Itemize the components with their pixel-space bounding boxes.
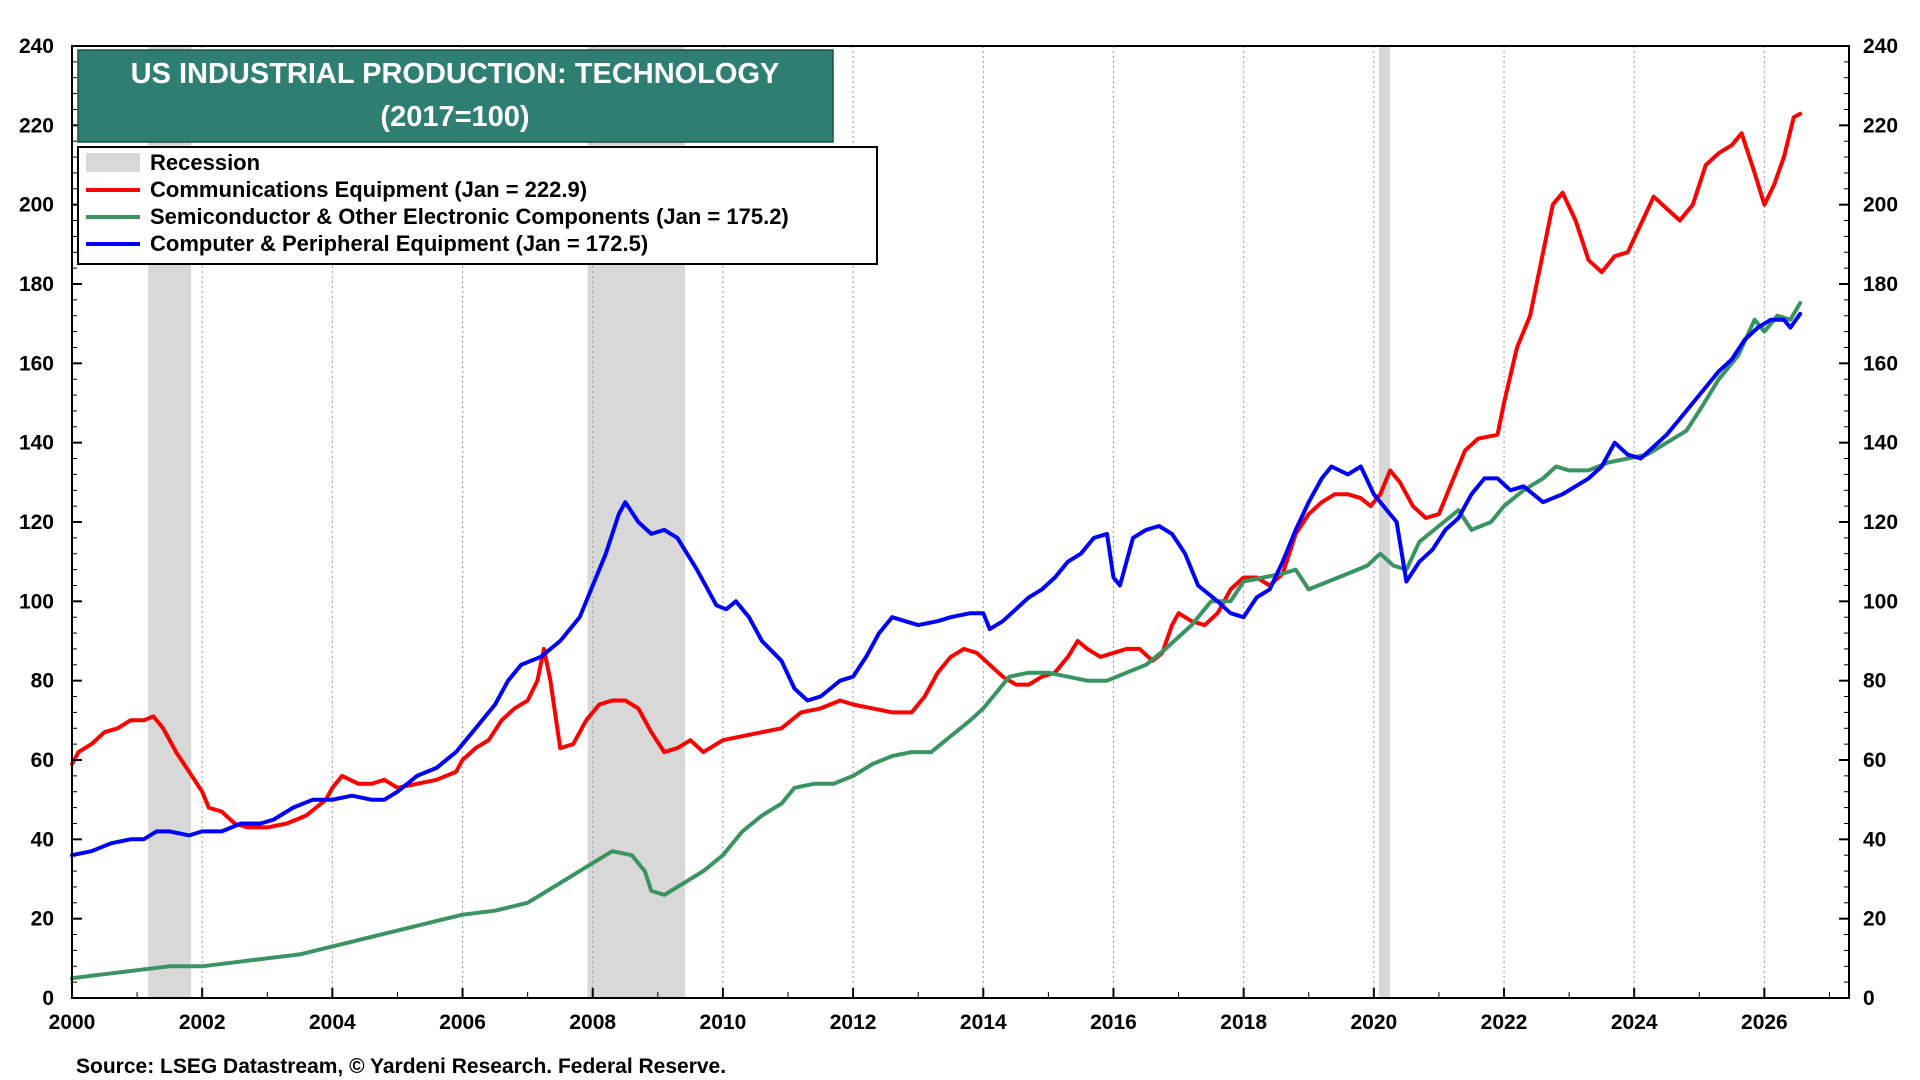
y-tick-label-right-240: 240 [1863,35,1898,58]
y-tick-label-right-140: 140 [1863,432,1898,455]
x-tick-label-2022: 2022 [1481,1011,1528,1034]
title-box: US INDUSTRIAL PRODUCTION: TECHNOLOGY (20… [77,49,834,143]
y-tick-label-left-140: 140 [19,432,54,455]
series-line-1 [70,111,1803,830]
y-tick-label-left-20: 20 [31,908,54,931]
legend: Recession Communications Equipment (Jan … [77,146,878,265]
y-tick-label-left-220: 220 [19,114,54,137]
series-line-3 [70,311,1803,858]
title-background [77,49,834,143]
legend-label-communications: Communications Equipment (Jan = 222.9) [150,177,587,202]
x-tick-label-2010: 2010 [700,1011,747,1034]
source-note: Source: LSEG Datastream, © Yardeni Resea… [76,1055,726,1078]
vertical-gridlines [201,46,1765,998]
y-tick-label-right-80: 80 [1863,670,1886,693]
y-tick-label-left-80: 80 [31,670,54,693]
series-line-2 [70,301,1803,981]
chart-subtitle: (2017=100) [380,101,529,133]
y-tick-label-left-0: 0 [42,987,54,1010]
recession-band-3 [1379,46,1391,998]
x-tick-label-2016: 2016 [1090,1011,1137,1034]
y-tick-label-right-40: 40 [1863,828,1886,851]
x-tick-label-2004: 2004 [309,1011,356,1034]
x-tick-label-2002: 2002 [179,1011,226,1034]
x-tick-label-2024: 2024 [1611,1011,1658,1034]
y-tick-label-right-180: 180 [1863,273,1898,296]
y-tick-label-left-200: 200 [19,194,54,217]
x-tick-label-2008: 2008 [569,1011,616,1034]
x-tick-label-2014: 2014 [960,1011,1007,1034]
chart-title: US INDUSTRIAL PRODUCTION: TECHNOLOGY [131,58,780,90]
y-tick-label-left-180: 180 [19,273,54,296]
y-tick-label-right-160: 160 [1863,352,1898,375]
data-series [70,111,1803,981]
y-tick-label-left-240: 240 [19,35,54,58]
legend-label-computer: Computer & Peripheral Equipment (Jan = 1… [150,231,648,256]
y-tick-label-left-40: 40 [31,828,54,851]
x-tick-label-2018: 2018 [1220,1011,1267,1034]
x-tick-label-2000: 2000 [49,1011,96,1034]
y-tick-label-left-120: 120 [19,511,54,534]
legend-label-semiconductor: Semiconductor & Other Electronic Compone… [150,204,789,229]
y-tick-label-left-100: 100 [19,590,54,613]
y-tick-label-left-160: 160 [19,352,54,375]
legend-swatch-recession [86,153,140,172]
y-tick-label-right-0: 0 [1863,987,1875,1010]
legend-box [77,146,878,265]
x-tick-label-2026: 2026 [1741,1011,1788,1034]
y-tick-label-right-220: 220 [1863,114,1898,137]
y-tick-label-right-60: 60 [1863,749,1886,772]
y-tick-label-right-20: 20 [1863,908,1886,931]
y-tick-label-left-60: 60 [31,749,54,772]
legend-label-recession: Recession [150,150,260,175]
x-tick-label-2020: 2020 [1350,1011,1397,1034]
y-tick-label-right-120: 120 [1863,511,1898,534]
x-tick-label-2012: 2012 [830,1011,877,1034]
y-tick-label-right-200: 200 [1863,194,1898,217]
y-tick-label-right-100: 100 [1863,590,1898,613]
x-tick-label-2006: 2006 [439,1011,486,1034]
